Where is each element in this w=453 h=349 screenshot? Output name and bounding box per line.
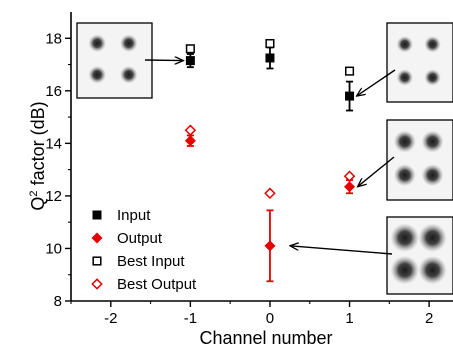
constellation-blob [421, 130, 444, 153]
y-axis-ticks: 8 10 12 14 16 18 [45, 30, 71, 310]
x-tick-label: 2 [425, 310, 433, 327]
data-point [344, 181, 356, 193]
series-input [185, 46, 355, 112]
data-point [265, 53, 275, 63]
annotation-arrow [357, 69, 396, 96]
data-point [264, 187, 276, 200]
legend-item: Best Input [92, 253, 185, 270]
constellation-blob [393, 164, 416, 187]
insets [76, 22, 453, 295]
y-tick-label: 16 [45, 83, 62, 100]
x-tick-label: -1 [184, 310, 197, 327]
x-axis-ticks: -2 -1 0 1 2 [70, 301, 433, 327]
data-point [343, 170, 356, 182]
x-axis-title: Channel number [199, 328, 332, 348]
annotation-arrow [358, 156, 395, 187]
y-tick-label: 18 [45, 30, 62, 47]
constellation-blob [396, 69, 414, 86]
data-point [265, 38, 275, 49]
constellation-blob [390, 255, 420, 285]
constellation-blob [421, 164, 444, 187]
data-point [185, 56, 195, 66]
y-tick-label: 8 [54, 293, 62, 310]
data-point [344, 66, 355, 76]
constellation-blob [418, 255, 447, 285]
constellation-blob [424, 36, 441, 53]
series-output [184, 134, 356, 283]
y-tick-label: 14 [45, 135, 62, 152]
constellation-blob [424, 69, 441, 86]
series-best-output [184, 124, 356, 200]
inset-channel-1-output [386, 119, 453, 201]
x-tick-label: 0 [266, 310, 274, 327]
x-tick-label: -2 [104, 310, 117, 327]
constellation-blob [119, 34, 138, 53]
annotation-arrows [144, 60, 396, 255]
data-point [184, 135, 196, 147]
series-best-input [185, 38, 355, 76]
data-marks [184, 38, 356, 283]
legend-marker [92, 256, 102, 266]
y-tick-label: 12 [45, 188, 62, 205]
x-tick-label: 1 [345, 310, 353, 327]
constellation-blob [418, 223, 447, 253]
y-axis-title: Q2 factor (dB) [28, 101, 48, 210]
legend-label: Best Input [117, 253, 185, 270]
constellation-blob [390, 223, 420, 253]
annotation-arrow [144, 60, 183, 61]
legend-item: Input [92, 207, 151, 224]
inset-channel-0-output [386, 216, 453, 295]
legend-label: Output [117, 230, 163, 247]
legend-marker [92, 210, 102, 220]
legend-item: Output [91, 230, 163, 247]
constellation-blob [88, 34, 107, 53]
legend-marker [91, 232, 103, 244]
inset-channel-minus1-input [76, 22, 153, 99]
inset-channel-1-input [386, 22, 453, 103]
legend-item: Best Output [91, 276, 197, 293]
data-point [264, 240, 276, 252]
annotation-arrow [290, 246, 393, 255]
legend-marker [91, 278, 103, 290]
legend-label: Best Output [117, 276, 197, 293]
constellation-blob [396, 36, 414, 53]
constellation-blob [88, 65, 107, 84]
legend: Input Output Best Input Best Output [91, 207, 197, 293]
constellation-blob [393, 130, 416, 153]
data-point [184, 124, 197, 136]
data-point [345, 91, 355, 101]
data-point [185, 44, 195, 54]
y-tick-label: 10 [45, 240, 62, 257]
legend-label: Input [117, 207, 151, 224]
constellation-blob [119, 65, 138, 84]
